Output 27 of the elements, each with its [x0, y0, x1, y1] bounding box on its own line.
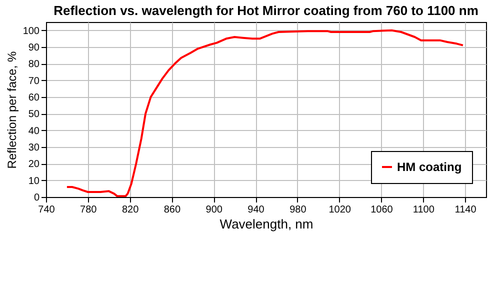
chart-title: Reflection vs. wavelength for Hot Mirror coating from 760 to 1100 nm [54, 3, 478, 18]
x-axis-title: Wavelength, nm [220, 216, 314, 232]
y-tick-label: 90 [28, 42, 40, 54]
y-axis-title: Reflection per face, % [4, 50, 19, 169]
x-tick-label: 1060 [370, 204, 394, 216]
y-tick-label: 50 [28, 109, 40, 120]
y-tick-label: 10 [28, 176, 40, 187]
x-tick-label: 940 [248, 204, 265, 216]
y-tick-label: 70 [28, 76, 40, 87]
y-tick-label: 80 [28, 59, 40, 70]
x-tick-label: 740 [38, 204, 56, 216]
y-tick-label: 60 [28, 92, 40, 104]
x-tick-label: 1140 [454, 204, 477, 216]
y-tick-label: 40 [28, 126, 40, 137]
x-tick-label: 1020 [328, 204, 352, 216]
legend-label: HM coating [397, 160, 462, 174]
x-tick-label: 980 [290, 204, 307, 216]
line-series [66, 29, 464, 197]
x-tick-label: 780 [80, 204, 98, 216]
x-tick-label: 860 [164, 204, 181, 216]
x-tick-label: 820 [122, 204, 140, 216]
x-tick-label: 1100 [412, 204, 435, 216]
y-tick-label: 30 [28, 142, 40, 154]
y-tick-label: 100 [22, 26, 40, 37]
y-tick-label: 0 [34, 192, 40, 204]
y-tick-label: 20 [28, 159, 40, 170]
x-tick-label: 900 [206, 204, 223, 216]
